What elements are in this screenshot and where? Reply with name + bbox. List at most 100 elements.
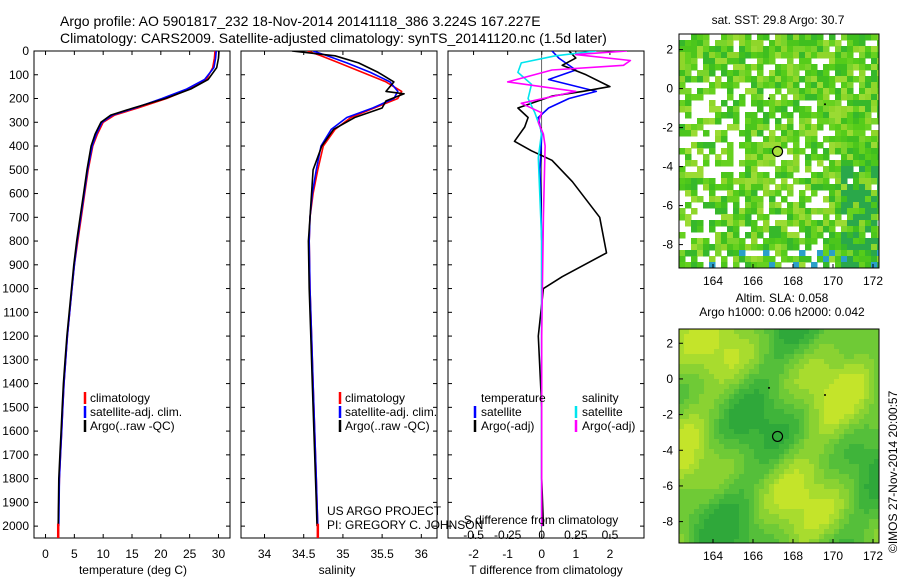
map-y-tick-label: -4 [662,443,673,457]
depth-tick-label: 1300 [2,353,29,367]
legend-temperature-satellite: satellite [481,405,522,419]
map-x-tick-label: 170 [823,274,843,288]
x-tick-label: 5 [71,547,78,561]
depth-tick-label: 600 [9,187,29,201]
depth-tick-label: 1100 [3,305,29,319]
map-y-tick-label: -8 [662,238,673,252]
map-y-tick-label: 2 [666,43,673,57]
map-x-tick-label: 168 [783,549,803,563]
pi-label: PI: GREGORY C. JOHNSON [327,518,483,532]
depth-tick-label: 800 [9,234,29,248]
depth-tick-label: 500 [9,163,29,177]
argo-position-marker [771,430,784,443]
sla-map [679,329,879,543]
series-salinity-argo-adj [506,51,632,527]
x-tick-label: 35.5 [370,547,394,561]
map-y-tick-label: -6 [662,199,673,213]
map-x-tick-label: 170 [823,549,843,563]
legend-title-salinity: salinity [582,391,619,405]
figure-title-line2: Climatology: CARS2009. Satellite-adjuste… [60,30,607,46]
map-x-tick-label: 166 [743,274,763,288]
legend-title-temperature: temperature [481,391,546,405]
x-tick-label: 1 [572,547,579,561]
temperature-panel [33,50,231,539]
salinity-panel [240,50,438,539]
imos-credit: ©IMOS 27-Nov-2014 20:00:57 [886,390,900,553]
x-tick-label: 10 [96,547,110,561]
sst-map-frame [678,33,880,269]
x-tick-label: 35 [336,547,350,561]
x-tick-label: 25 [183,547,197,561]
x-tick-label: -1 [502,547,513,561]
legend-climatology: climatology [345,391,405,405]
map-x-tick-label: 168 [783,274,803,288]
map-x-tick-label: 172 [863,274,883,288]
depth-tick-label: 1200 [2,329,29,343]
map-y-tick-label: 0 [666,372,673,386]
salinity-legend: climatology satellite-adj. clim. Argo(..… [338,391,437,433]
map-y-tick-label: -8 [662,515,673,529]
x-tick-label: 15 [125,547,139,561]
x-tick-label: 0 [42,547,49,561]
x-tick-label: -2 [468,547,479,561]
x-tick-label: 36 [415,547,429,561]
legend-argo: Argo(..raw -QC) [345,419,430,433]
sla-map-title-line2: Argo h1000: 0.06 h2000: 0.042 [699,305,865,319]
depth-tick-label: 1800 [2,472,29,486]
x-tick-label: 0 [538,547,545,561]
map-x-tick-label: 166 [743,549,763,563]
sst-map [679,34,879,268]
difference-panel [447,50,645,539]
x-tick-label: 2 [607,547,614,561]
depth-tick-label: 400 [9,139,29,153]
map-y-tick-label: 0 [666,82,673,96]
map-x-tick-label: 172 [863,549,883,563]
series-temperature-argo-adj [513,51,611,527]
sst-map-title: sat. SST: 29.8 Argo: 30.7 [712,13,845,27]
legend-satellite: satellite-adj. clim. [90,405,182,419]
temperature-axis-label: temperature (deg C) [79,563,187,577]
x-tick-label: 30 [212,547,226,561]
top-x-tick-label: -0.25 [494,528,522,542]
depth-tick-label: 700 [9,210,29,224]
t-difference-axis-label: T difference from climatology [469,563,623,577]
x-tick-label: 20 [154,547,168,561]
map-x-tick-label: 164 [703,549,723,563]
depth-tick-label: 200 [9,92,29,106]
depth-tick-label: 1700 [2,448,29,462]
sla-map-frame [678,328,880,544]
map-y-tick-label: -2 [662,408,673,422]
depth-tick-label: 300 [9,115,29,129]
map-x-tick-label: 164 [703,274,723,288]
legend-salinity-argo: Argo(-adj) [582,419,635,433]
map-y-tick-label: -4 [662,160,673,174]
temperature-legend: climatology satellite-adj. clim. Argo(..… [83,391,182,433]
legend-temperature-argo: Argo(-adj) [481,419,534,433]
depth-tick-label: 1000 [2,282,29,296]
series-argo-raw-qc [291,51,405,527]
top-x-tick-label: -0.5 [463,528,484,542]
legend-argo: Argo(..raw -QC) [90,419,175,433]
map-y-tick-label: -6 [662,479,673,493]
depth-tick-label: 0 [22,44,29,58]
depth-tick-label: 100 [9,68,29,82]
x-tick-label: 34 [258,547,272,561]
legend-salinity-satellite: satellite [582,405,623,419]
legend-satellite: satellite-adj. clim. [345,405,437,419]
depth-tick-label: 1400 [2,377,29,391]
map-ticks: 164 166 168 170 172 2 0 -2 -4 -6 -8 164 166 168 170 172… [662,43,883,563]
top-x-tick-label: 0.5 [602,528,619,542]
difference-legend: temperature satellite Argo(-adj) salinit… [473,391,635,433]
legend-climatology: climatology [90,391,150,405]
map-y-tick-label: 2 [666,336,673,350]
sla-map-title-line1: Altim. SLA: 0.058 [736,291,829,305]
series-argo-raw-qc [57,51,220,527]
argo-position-marker [771,145,784,158]
x-tick-label: 34.5 [292,547,316,561]
map-y-tick-label: -2 [662,121,673,135]
depth-tick-label: 1500 [2,400,29,414]
top-x-tick-label: 0.25 [564,528,588,542]
depth-tick-label: 900 [9,258,29,272]
salinity-axis-label: salinity [319,563,356,577]
